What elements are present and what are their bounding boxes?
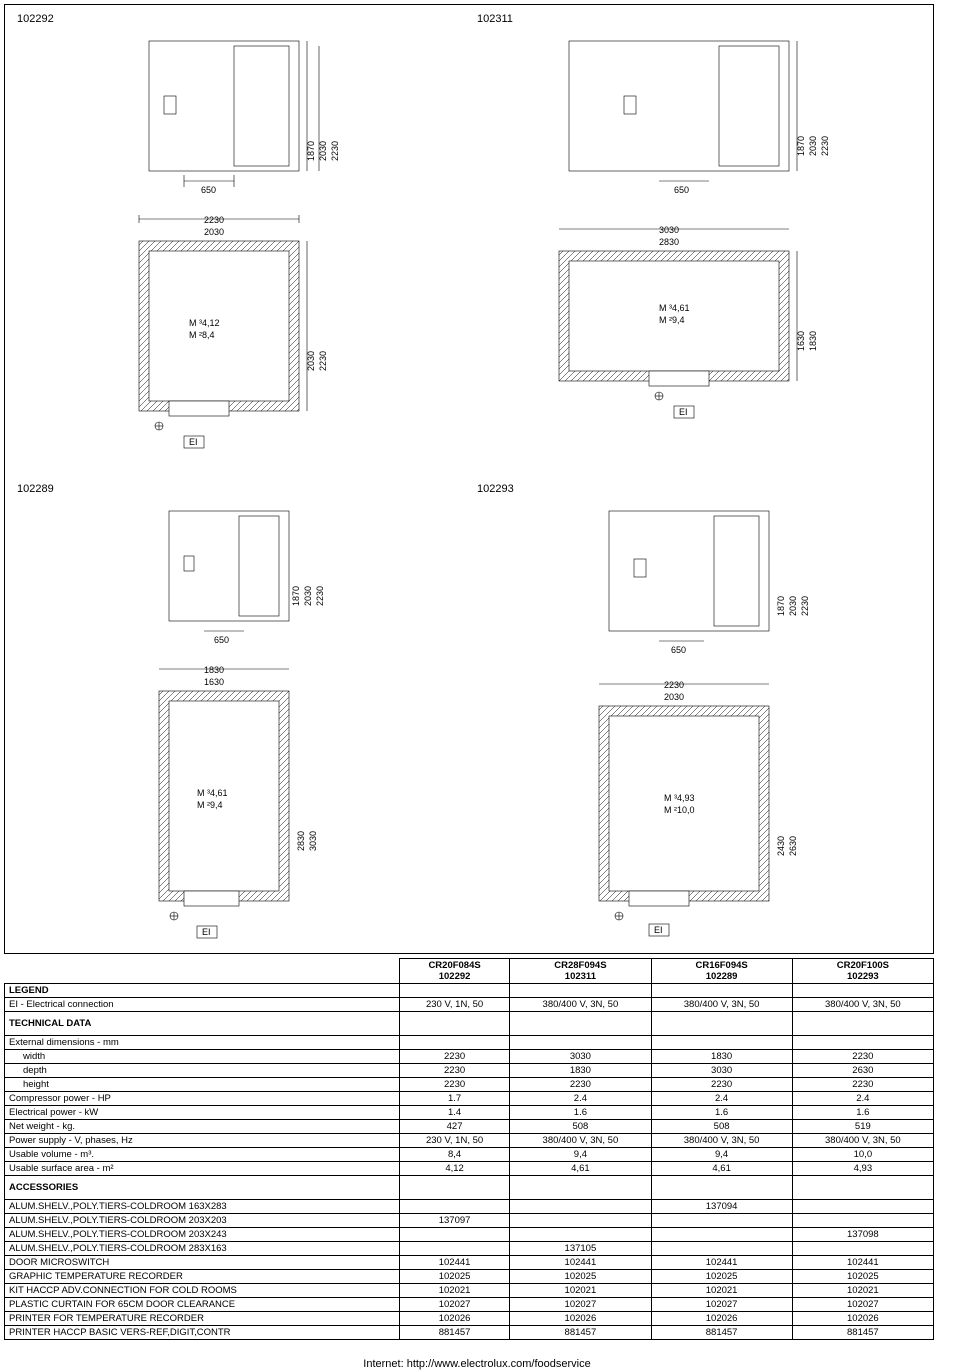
svg-text:2230: 2230 [315,586,325,606]
model-header: CR20F100S102293 [792,959,933,984]
diagram-svg: 650 1870 2030 2230 1830 1630 M ³4,61 M ²… [17,501,461,941]
table-row: External dimensions - mm [5,1036,934,1050]
svg-text:2030: 2030 [204,227,224,237]
diagram-svg: 650 1870 2030 2230 2230 2030 [17,31,461,471]
page-frame: 102292 650 1870 2030 2230 [4,4,934,954]
svg-text:650: 650 [214,635,229,645]
table-row: height2230223022302230 [5,1078,934,1092]
svg-text:1630: 1630 [204,677,224,687]
svg-text:3030: 3030 [659,225,679,235]
table-row: DOOR MICROSWITCH102441102441102441102441 [5,1256,934,1270]
svg-text:2030: 2030 [788,596,798,616]
svg-text:M ³4,12: M ³4,12 [189,318,220,328]
svg-text:2230: 2230 [664,680,684,690]
svg-text:M ³4,93: M ³4,93 [664,793,695,803]
svg-text:1870: 1870 [306,141,316,161]
svg-text:1830: 1830 [808,331,818,351]
svg-text:EI: EI [202,927,211,937]
diagram-code: 102311 [477,13,921,25]
svg-text:M ²8,4: M ²8,4 [189,330,215,340]
table-row: Usable surface area - m²4,124,614,614,93 [5,1162,934,1176]
diagrams-grid: 102292 650 1870 2030 2230 [9,9,929,949]
svg-text:2830: 2830 [296,831,306,851]
diagram-cell: 102293 650 1870 2030 2230 2230 [469,479,929,949]
svg-text:M ²9,4: M ²9,4 [659,315,685,325]
table-row: Electrical power - kW1.41.61.61.6 [5,1106,934,1120]
model-header: CR28F094S102311 [510,959,651,984]
svg-text:EI: EI [679,407,688,417]
diagram-svg: 650 1870 2030 2230 3030 2830 M ³4,61 [477,31,921,471]
svg-text:EI: EI [189,437,198,447]
svg-text:2230: 2230 [820,136,830,156]
table-row: Power supply - V, phases, Hz230 V, 1N, 5… [5,1134,934,1148]
svg-text:2230: 2230 [330,141,340,161]
section-legend: LEGEND [5,984,400,998]
table-row: KIT HACCP ADV.CONNECTION FOR COLD ROOMS1… [5,1284,934,1298]
svg-text:2830: 2830 [659,237,679,247]
svg-text:650: 650 [674,185,689,195]
table-row: ALUM.SHELV.,POLY.TIERS-COLDROOM 163X2831… [5,1200,934,1214]
table-row: PRINTER FOR TEMPERATURE RECORDER10202610… [5,1312,934,1326]
table-row: Usable volume - m³.8,49,49,410,0 [5,1148,934,1162]
diagram-code: 102293 [477,483,921,495]
table-row: ALUM.SHELV.,POLY.TIERS-COLDROOM 283X1631… [5,1242,934,1256]
spec-table: CR20F084S102292 CR28F094S102311 CR16F094… [4,958,934,1340]
table-row: ALUM.SHELV.,POLY.TIERS-COLDROOM 203X2431… [5,1228,934,1242]
table-row: Compressor power - HP1.72.42.42.4 [5,1092,934,1106]
table-row: Net weight - kg.427508508519 [5,1120,934,1134]
svg-text:1870: 1870 [776,596,786,616]
svg-text:1870: 1870 [291,586,301,606]
diagram-cell: 102292 650 1870 2030 2230 [9,9,469,479]
table-header-row: CR20F084S102292 CR28F094S102311 CR16F094… [5,959,934,984]
svg-text:3030: 3030 [308,831,318,851]
svg-text:EI: EI [654,925,663,935]
table-row: width2230303018302230 [5,1050,934,1064]
diagram-code: 102289 [17,483,461,495]
footer-link: Internet: http://www.electrolux.com/food… [0,1358,954,1370]
table-row: TECHNICAL DATA [5,1012,934,1036]
svg-text:2030: 2030 [808,136,818,156]
svg-text:1630: 1630 [796,331,806,351]
svg-text:650: 650 [201,185,216,195]
table-row: PRINTER HACCP BASIC VERS-REF,DIGIT,CONTR… [5,1326,934,1340]
table-row: EI - Electrical connection230 V, 1N, 503… [5,998,934,1012]
svg-text:2030: 2030 [318,141,328,161]
svg-text:M ³4,61: M ³4,61 [197,788,228,798]
svg-text:2030: 2030 [303,586,313,606]
svg-text:M ²9,4: M ²9,4 [197,800,223,810]
svg-text:2030: 2030 [306,351,316,371]
svg-text:1830: 1830 [204,665,224,675]
diagram-cell: 102311 650 1870 2030 2230 [469,9,929,479]
table-row: ACCESSORIES [5,1176,934,1200]
svg-text:M ²10,0: M ²10,0 [664,805,695,815]
svg-text:1870: 1870 [796,136,806,156]
model-header: CR20F084S102292 [399,959,509,984]
model-header: CR16F094S102289 [651,959,792,984]
table-row: PLASTIC CURTAIN FOR 65CM DOOR CLEARANCE1… [5,1298,934,1312]
svg-text:2030: 2030 [664,692,684,702]
table-row: ALUM.SHELV.,POLY.TIERS-COLDROOM 203X2031… [5,1214,934,1228]
diagram-cell: 102289 650 1870 2030 2230 1830 [9,479,469,949]
svg-text:M ³4,61: M ³4,61 [659,303,690,313]
diagram-code: 102292 [17,13,461,25]
svg-text:2230: 2230 [800,596,810,616]
svg-text:2230: 2230 [318,351,328,371]
table-row: depth2230183030302630 [5,1064,934,1078]
svg-text:2630: 2630 [788,836,798,856]
diagram-svg: 650 1870 2030 2230 2230 2030 M ³4,93 M ²… [477,501,921,941]
table-row: GRAPHIC TEMPERATURE RECORDER102025102025… [5,1270,934,1284]
svg-text:2430: 2430 [776,836,786,856]
svg-text:650: 650 [671,645,686,655]
svg-text:2230: 2230 [204,215,224,225]
